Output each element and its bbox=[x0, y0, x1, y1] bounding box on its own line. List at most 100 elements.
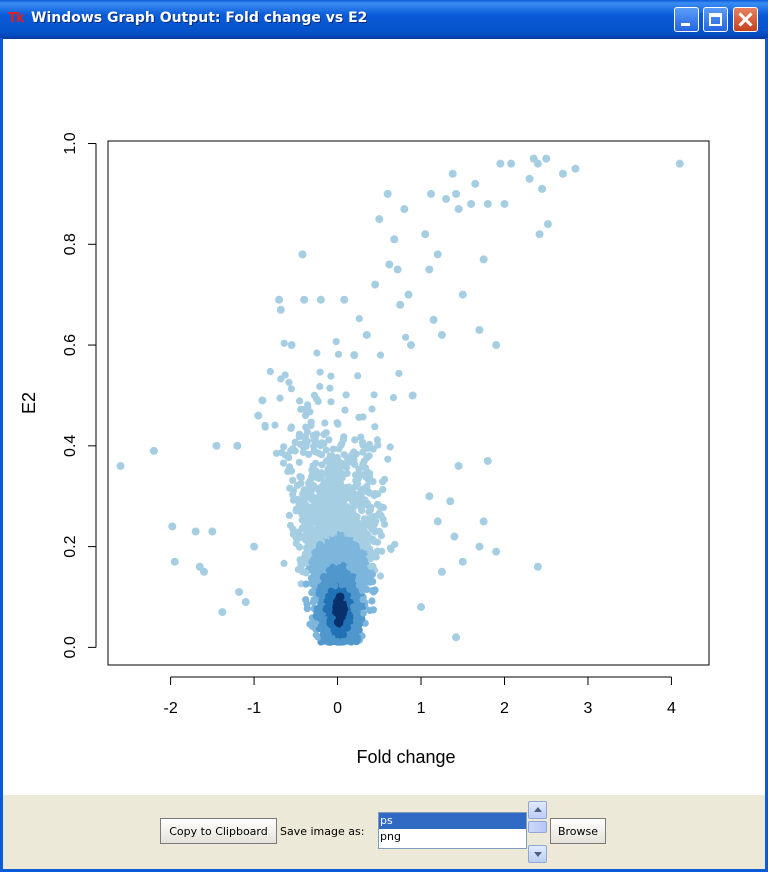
density-point bbox=[315, 440, 323, 448]
density-peak-point bbox=[335, 592, 345, 602]
density-point bbox=[354, 480, 362, 488]
density-point bbox=[321, 419, 329, 427]
scatter-point bbox=[275, 295, 284, 304]
format-scrollbar[interactable] bbox=[527, 801, 549, 863]
density-point bbox=[376, 351, 385, 359]
density-point bbox=[367, 562, 375, 571]
density-point bbox=[325, 436, 333, 444]
copy-to-clipboard-button[interactable]: Copy to Clipboard bbox=[160, 818, 277, 844]
scatter-point bbox=[442, 194, 451, 203]
density-point bbox=[355, 626, 363, 634]
density-point bbox=[371, 512, 379, 520]
density-point bbox=[358, 537, 367, 545]
density-point bbox=[334, 350, 343, 358]
scatter-point bbox=[525, 174, 534, 183]
density-point bbox=[302, 442, 310, 450]
density-point bbox=[338, 440, 346, 448]
scatter-point bbox=[298, 250, 307, 259]
density-point bbox=[333, 558, 341, 567]
density-point bbox=[310, 391, 318, 399]
x-axis: -2 -1 0 1 2 3 4 bbox=[163, 676, 676, 717]
density-point bbox=[298, 524, 306, 532]
density-point bbox=[330, 507, 338, 515]
density-point bbox=[368, 570, 376, 579]
density-point bbox=[329, 445, 337, 453]
scatter-point bbox=[437, 330, 446, 339]
density-point bbox=[380, 520, 389, 528]
density-point bbox=[328, 470, 337, 478]
density-point bbox=[335, 462, 343, 471]
density-point bbox=[354, 561, 362, 569]
density-point bbox=[312, 620, 320, 628]
scroll-down-icon[interactable] bbox=[528, 845, 547, 863]
density-point bbox=[291, 438, 299, 446]
density-point bbox=[402, 333, 410, 341]
density-point bbox=[353, 634, 362, 642]
format-option-ps[interactable]: ps bbox=[379, 813, 526, 829]
scatter-point bbox=[558, 169, 567, 178]
density-point bbox=[360, 524, 368, 532]
scroll-thumb[interactable] bbox=[528, 821, 547, 833]
density-point bbox=[358, 438, 366, 446]
scatter-point bbox=[371, 280, 380, 289]
density-point bbox=[328, 614, 336, 622]
scatter-point bbox=[533, 562, 542, 571]
minimize-button[interactable] bbox=[674, 7, 699, 32]
scatter-point bbox=[437, 567, 446, 576]
y-tick-label: 0.8 bbox=[62, 233, 79, 255]
density-point bbox=[307, 528, 315, 536]
density-point bbox=[302, 516, 310, 524]
density-point bbox=[314, 449, 323, 457]
title-bar[interactable]: Tk Windows Graph Output: Fold change vs … bbox=[0, 0, 768, 39]
density-point bbox=[311, 435, 319, 443]
density-point bbox=[338, 581, 346, 589]
density-point bbox=[370, 391, 378, 399]
density-point bbox=[327, 458, 336, 466]
density-point bbox=[318, 461, 326, 469]
scatter-point bbox=[404, 290, 413, 299]
format-listbox[interactable]: ps png bbox=[378, 812, 527, 849]
density-point bbox=[379, 485, 387, 494]
density-point bbox=[302, 569, 310, 577]
maximize-button[interactable] bbox=[703, 7, 728, 32]
density-point bbox=[313, 608, 321, 616]
density-point bbox=[302, 580, 310, 588]
density-point bbox=[358, 572, 367, 581]
scatter-point bbox=[340, 295, 349, 304]
window-frame-right bbox=[765, 38, 768, 872]
density-point bbox=[343, 536, 351, 544]
scatter-point bbox=[433, 517, 442, 526]
scatter-point bbox=[383, 189, 392, 198]
density-point bbox=[301, 550, 310, 558]
density-point bbox=[327, 372, 335, 380]
scatter-plot: -2 -1 0 1 2 3 4 0.0 0.2 0.4 0.6 0.8 1.0 Fold change… bbox=[19, 132, 710, 767]
density-point bbox=[359, 460, 367, 469]
tk-feather-icon[interactable]: Tk bbox=[8, 11, 24, 26]
density-point bbox=[359, 609, 367, 617]
scatter-point bbox=[535, 230, 544, 239]
scatter-point bbox=[199, 567, 208, 576]
density-point bbox=[358, 549, 366, 557]
density-point bbox=[303, 605, 311, 613]
close-button[interactable] bbox=[733, 7, 758, 32]
y-tick-label: 0.4 bbox=[62, 435, 79, 457]
bottom-toolbar: Copy to Clipboard Save image as: ps png … bbox=[3, 795, 765, 869]
scroll-up-icon[interactable] bbox=[528, 801, 547, 819]
density-point bbox=[317, 517, 326, 525]
scatter-point bbox=[450, 532, 459, 541]
density-point bbox=[295, 430, 304, 438]
browse-button[interactable]: Browse bbox=[550, 818, 606, 844]
scatter-point bbox=[212, 441, 221, 450]
density-point bbox=[359, 448, 367, 456]
format-option-png[interactable]: png bbox=[380, 830, 401, 843]
maximize-icon bbox=[704, 8, 727, 31]
density-point bbox=[369, 578, 377, 586]
density-point bbox=[389, 394, 398, 402]
scatter-point bbox=[542, 154, 551, 163]
x-tick-label: 2 bbox=[500, 700, 509, 717]
scatter-point bbox=[417, 603, 426, 612]
density-point bbox=[299, 448, 307, 456]
density-point bbox=[329, 581, 337, 589]
scatter-point bbox=[427, 189, 436, 198]
window-title: Windows Graph Output: Fold change vs E2 bbox=[31, 10, 368, 26]
